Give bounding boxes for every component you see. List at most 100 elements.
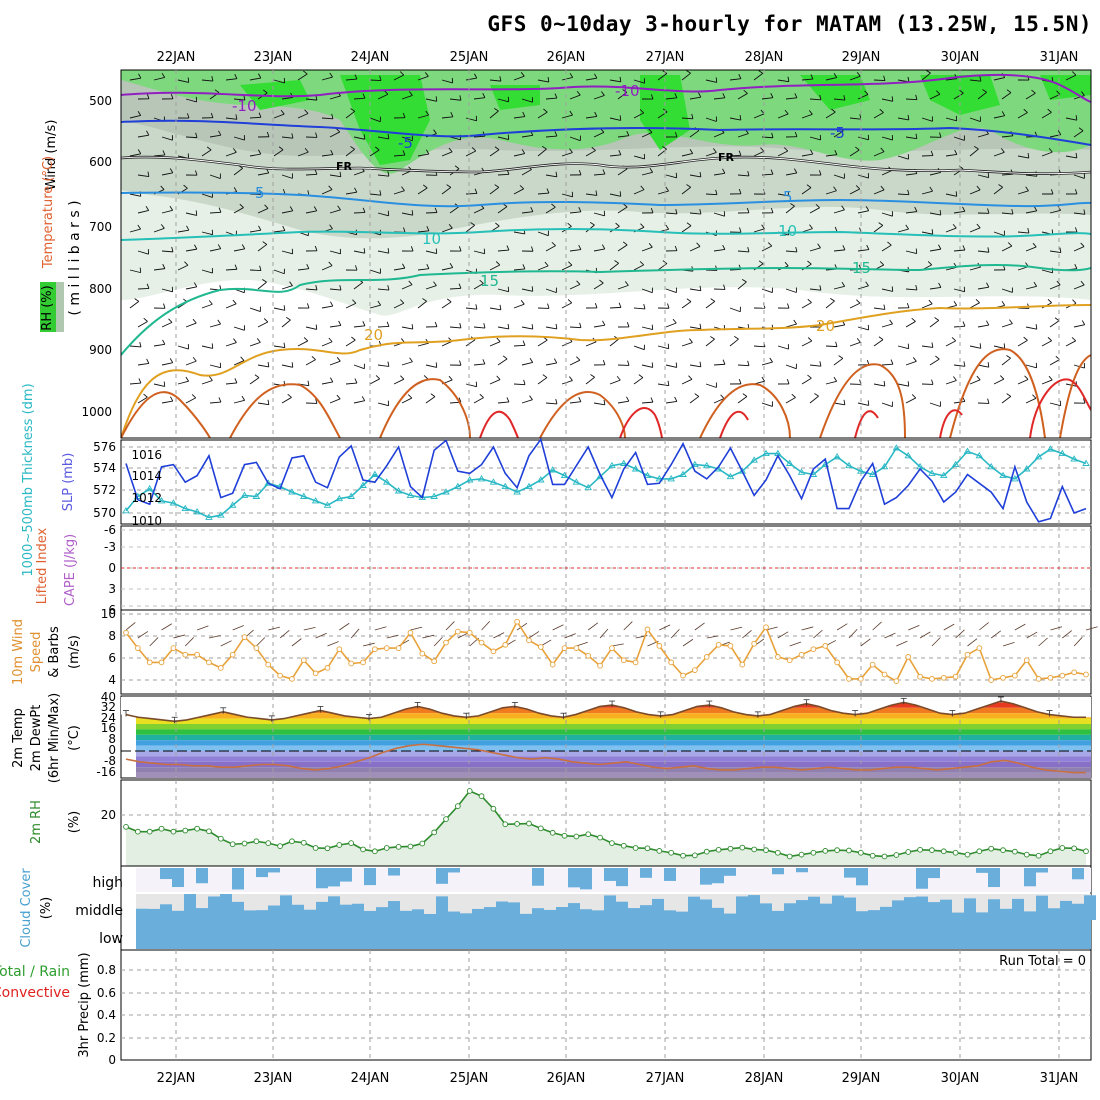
wind-barb — [713, 249, 725, 252]
wind-barb-flag — [218, 130, 222, 136]
wind-barb — [689, 326, 701, 330]
wind-barb — [465, 117, 477, 122]
wind-barb-flag — [304, 109, 309, 114]
wind-barb-flag — [137, 224, 141, 230]
wind10-barb — [742, 630, 752, 639]
wind-barb — [345, 339, 356, 347]
wind-barb-flag — [425, 110, 429, 116]
cloud-bar-middle — [748, 895, 760, 920]
thickness-line-marker — [454, 482, 462, 490]
wind-barb — [321, 117, 334, 120]
wind10-speed-line-marker — [1071, 669, 1077, 676]
wind10-speed-line-marker — [348, 660, 355, 667]
wind-barb — [953, 364, 965, 367]
rh2m-line-marker — [431, 829, 437, 836]
cloud-bar-middle — [688, 896, 700, 920]
wind-barb — [633, 155, 645, 160]
tick-label: 4 — [108, 673, 116, 687]
wind-barb — [345, 78, 358, 81]
wind-barb — [1001, 135, 1013, 138]
wind-barb-flag — [1031, 89, 1036, 94]
wind-barb-flag — [329, 72, 333, 78]
wind-barb — [873, 339, 884, 347]
cloud-bar-middle — [952, 912, 964, 920]
wind-barb-flag — [931, 342, 934, 348]
wind10-speed-line-marker — [952, 673, 959, 680]
wind-barb — [417, 187, 428, 195]
wind-barb-flag — [495, 222, 500, 227]
wind-barb — [777, 193, 789, 197]
wind-barb — [137, 396, 148, 404]
wind-barb — [1025, 92, 1036, 100]
wind-barb-flag — [747, 170, 750, 177]
wind-barb — [785, 364, 797, 370]
wind-barb-flag — [1027, 153, 1030, 159]
wind-barb — [473, 326, 485, 329]
wind-barb — [665, 364, 677, 368]
wind-barb — [209, 323, 221, 328]
wind-barb — [705, 338, 715, 347]
wind-barb-flag — [218, 207, 222, 213]
wind-barb-flag — [147, 171, 150, 177]
wind-barb-flag — [976, 185, 981, 191]
wind-barb — [225, 117, 237, 120]
wind-barb-flag — [1048, 147, 1053, 153]
wind-barb — [161, 400, 173, 404]
wind-barb — [545, 245, 556, 252]
wind-barb — [257, 172, 269, 176]
temp-band — [136, 729, 1091, 735]
wind-barb — [1017, 112, 1028, 119]
wind-barb-flag — [907, 189, 910, 195]
wind-barb — [873, 79, 886, 82]
wind-barb-flag — [407, 394, 413, 399]
cloud-bar-middle — [1084, 895, 1096, 920]
wind-barb-flag — [1032, 242, 1037, 248]
wind-barb — [969, 302, 980, 309]
wind-barb — [201, 231, 213, 236]
wind10-speed-line-marker — [383, 645, 390, 651]
wind-barb-flag — [446, 298, 452, 303]
wind-barb — [761, 97, 773, 100]
wind10-speed-line-marker — [976, 645, 983, 651]
rh2m-line-marker — [1059, 845, 1066, 851]
rh2m-line-marker — [1035, 852, 1042, 859]
wind-barb — [401, 136, 413, 142]
wind-barb — [497, 249, 509, 252]
wind10-barb — [564, 633, 576, 639]
wind-barb-flag — [422, 184, 428, 189]
temp-band — [136, 707, 1091, 714]
wind-barb — [825, 345, 838, 348]
wind-barb — [689, 246, 701, 252]
wind-barb-flag — [283, 342, 286, 348]
wind-barb — [881, 323, 893, 328]
wind-barb-flag — [218, 397, 222, 403]
wind-barb — [473, 207, 485, 214]
wind-barb — [1049, 209, 1061, 214]
wind-barb-flag — [739, 115, 742, 121]
wind-barb-flag — [304, 147, 309, 153]
wind-barb — [329, 131, 340, 138]
wind-barb — [561, 264, 573, 271]
wind-barb — [513, 75, 525, 81]
wind-barb-flag — [337, 205, 341, 211]
wind-barb-flag — [787, 303, 790, 309]
wind-barb — [929, 319, 940, 328]
wind-barb-flag — [601, 244, 606, 250]
wind10-speed-line-marker — [289, 676, 295, 682]
wind-barb-flag — [987, 398, 990, 404]
wind-barb-flag — [915, 94, 918, 100]
wind-barb — [1025, 285, 1037, 290]
wind-barb — [881, 288, 893, 292]
wind10-barb — [848, 629, 858, 639]
wind-barb-flag — [618, 150, 622, 155]
wind-barb-flag — [675, 209, 678, 215]
wind-barb — [329, 398, 341, 404]
wind-barb-flag — [1007, 242, 1013, 247]
cloud-bar-middle — [820, 903, 832, 920]
wind-barb — [921, 345, 933, 348]
wind-barb — [545, 206, 556, 214]
tick-label: 0 — [108, 561, 116, 575]
wind-barb — [425, 98, 437, 102]
wind-barb — [1049, 93, 1061, 100]
wind-barb-flag — [336, 357, 341, 362]
